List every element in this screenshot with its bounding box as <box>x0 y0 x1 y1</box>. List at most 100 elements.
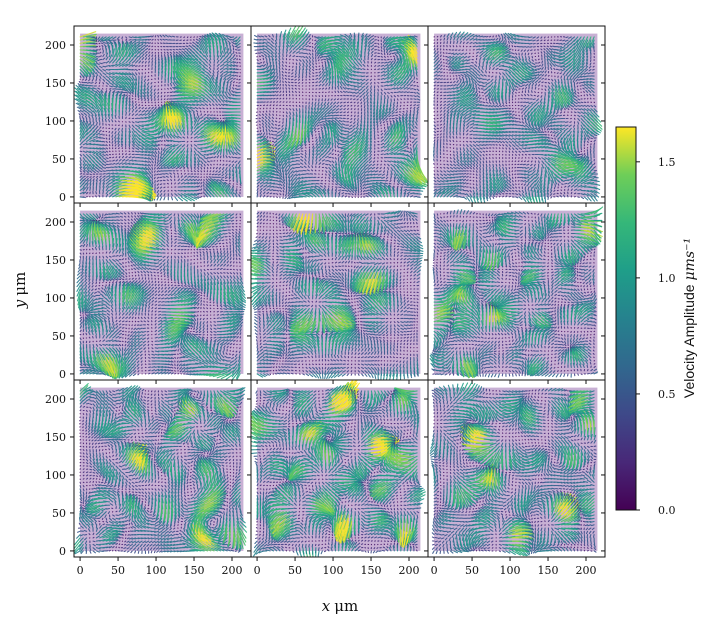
velocity-arrow <box>400 86 406 90</box>
velocity-arrow <box>210 178 215 182</box>
velocity-arrow <box>268 116 271 120</box>
velocity-arrow <box>100 89 104 93</box>
velocity-arrow <box>207 98 212 103</box>
velocity-arrow <box>270 43 274 48</box>
velocity-arrow <box>135 78 138 86</box>
velocity-arrow <box>174 70 179 80</box>
velocity-arrow <box>393 152 402 156</box>
velocity-arrow <box>167 139 173 142</box>
velocity-arrow <box>410 69 413 77</box>
velocity-arrow <box>128 159 133 162</box>
velocity-arrow <box>291 153 297 157</box>
velocity-arrow <box>398 113 402 116</box>
velocity-arrow <box>89 173 92 176</box>
velocity-arrow <box>364 40 368 48</box>
velocity-arrow <box>345 50 353 61</box>
velocity-arrow <box>223 73 228 77</box>
velocity-arrow <box>115 82 123 87</box>
velocity-arrow <box>383 55 386 58</box>
velocity-arrow <box>390 87 395 90</box>
velocity-arrow <box>317 101 320 106</box>
velocity-arrow <box>339 86 343 90</box>
velocity-arrow <box>204 55 209 61</box>
velocity-arrow <box>89 36 95 39</box>
velocity-arrow <box>337 153 340 157</box>
velocity-arrow <box>387 60 391 64</box>
velocity-arrow <box>163 186 166 189</box>
velocity-arrow <box>383 91 387 95</box>
velocity-arrow <box>175 157 182 167</box>
velocity-arrow <box>213 181 222 191</box>
velocity-arrow <box>272 104 275 107</box>
velocity-arrow <box>233 152 238 156</box>
velocity-arrow <box>318 137 322 142</box>
velocity-arrow <box>82 65 90 74</box>
velocity-arrow <box>280 127 284 132</box>
velocity-arrow <box>237 163 241 169</box>
velocity-arrow <box>363 98 366 102</box>
velocity-arrow <box>295 147 301 151</box>
velocity-arrow <box>292 108 295 112</box>
velocity-arrow <box>286 127 291 139</box>
velocity-arrow <box>369 188 376 191</box>
velocity-arrow <box>193 163 196 168</box>
velocity-arrow <box>318 80 322 84</box>
velocity-arrow <box>403 86 408 90</box>
y-tick-label: 100 <box>45 115 66 128</box>
velocity-arrow <box>396 91 401 93</box>
velocity-arrow <box>131 134 136 141</box>
velocity-arrow <box>406 160 416 170</box>
velocity-arrow <box>228 176 231 180</box>
velocity-arrow <box>104 92 107 100</box>
velocity-arrow <box>213 178 218 182</box>
velocity-arrow <box>298 173 304 176</box>
velocity-arrow <box>354 186 358 192</box>
velocity-arrow <box>114 131 117 135</box>
velocity-arrow <box>163 51 166 54</box>
velocity-arrow <box>388 184 392 188</box>
velocity-arrow <box>135 65 138 67</box>
velocity-arrow <box>228 42 231 48</box>
velocity-arrow <box>308 72 311 76</box>
velocity-arrow <box>179 56 186 64</box>
velocity-arrow <box>383 152 389 156</box>
velocity-arrow <box>203 62 209 67</box>
velocity-arrow <box>89 176 92 178</box>
velocity-arrow <box>166 103 169 107</box>
velocity-arrow <box>176 80 189 87</box>
velocity-arrow <box>131 49 137 58</box>
velocity-arrow <box>95 170 100 173</box>
velocity-arrow <box>151 144 158 147</box>
velocity-arrow <box>271 129 274 133</box>
velocity-arrow <box>238 58 241 61</box>
velocity-arrow <box>314 101 317 106</box>
velocity-arrow <box>333 101 337 105</box>
velocity-arrow <box>388 111 392 116</box>
velocity-arrow <box>387 67 395 74</box>
velocity-arrow <box>403 190 407 195</box>
velocity-arrow <box>138 140 145 146</box>
velocity-arrow <box>348 127 353 130</box>
velocity-arrow <box>226 37 231 41</box>
velocity-arrow <box>157 150 160 155</box>
velocity-arrow <box>413 98 417 100</box>
velocity-arrow <box>285 35 291 44</box>
velocity-arrow <box>196 103 202 107</box>
velocity-arrow <box>201 36 205 41</box>
velocity-arrow <box>190 126 194 133</box>
velocity-arrow <box>307 108 310 114</box>
velocity-arrow <box>193 178 198 182</box>
velocity-arrow <box>405 114 408 120</box>
velocity-arrow <box>144 160 149 163</box>
velocity-arrow <box>265 110 268 113</box>
velocity-arrow <box>79 62 91 72</box>
velocity-arrow <box>328 86 331 90</box>
velocity-arrow <box>141 60 144 64</box>
velocity-arrow <box>369 131 372 137</box>
velocity-arrow <box>414 125 418 129</box>
velocity-arrow <box>216 70 220 74</box>
velocity-arrow <box>400 91 404 93</box>
velocity-arrow <box>396 163 404 170</box>
velocity-arrow <box>323 185 327 188</box>
velocity-arrow <box>304 149 307 152</box>
